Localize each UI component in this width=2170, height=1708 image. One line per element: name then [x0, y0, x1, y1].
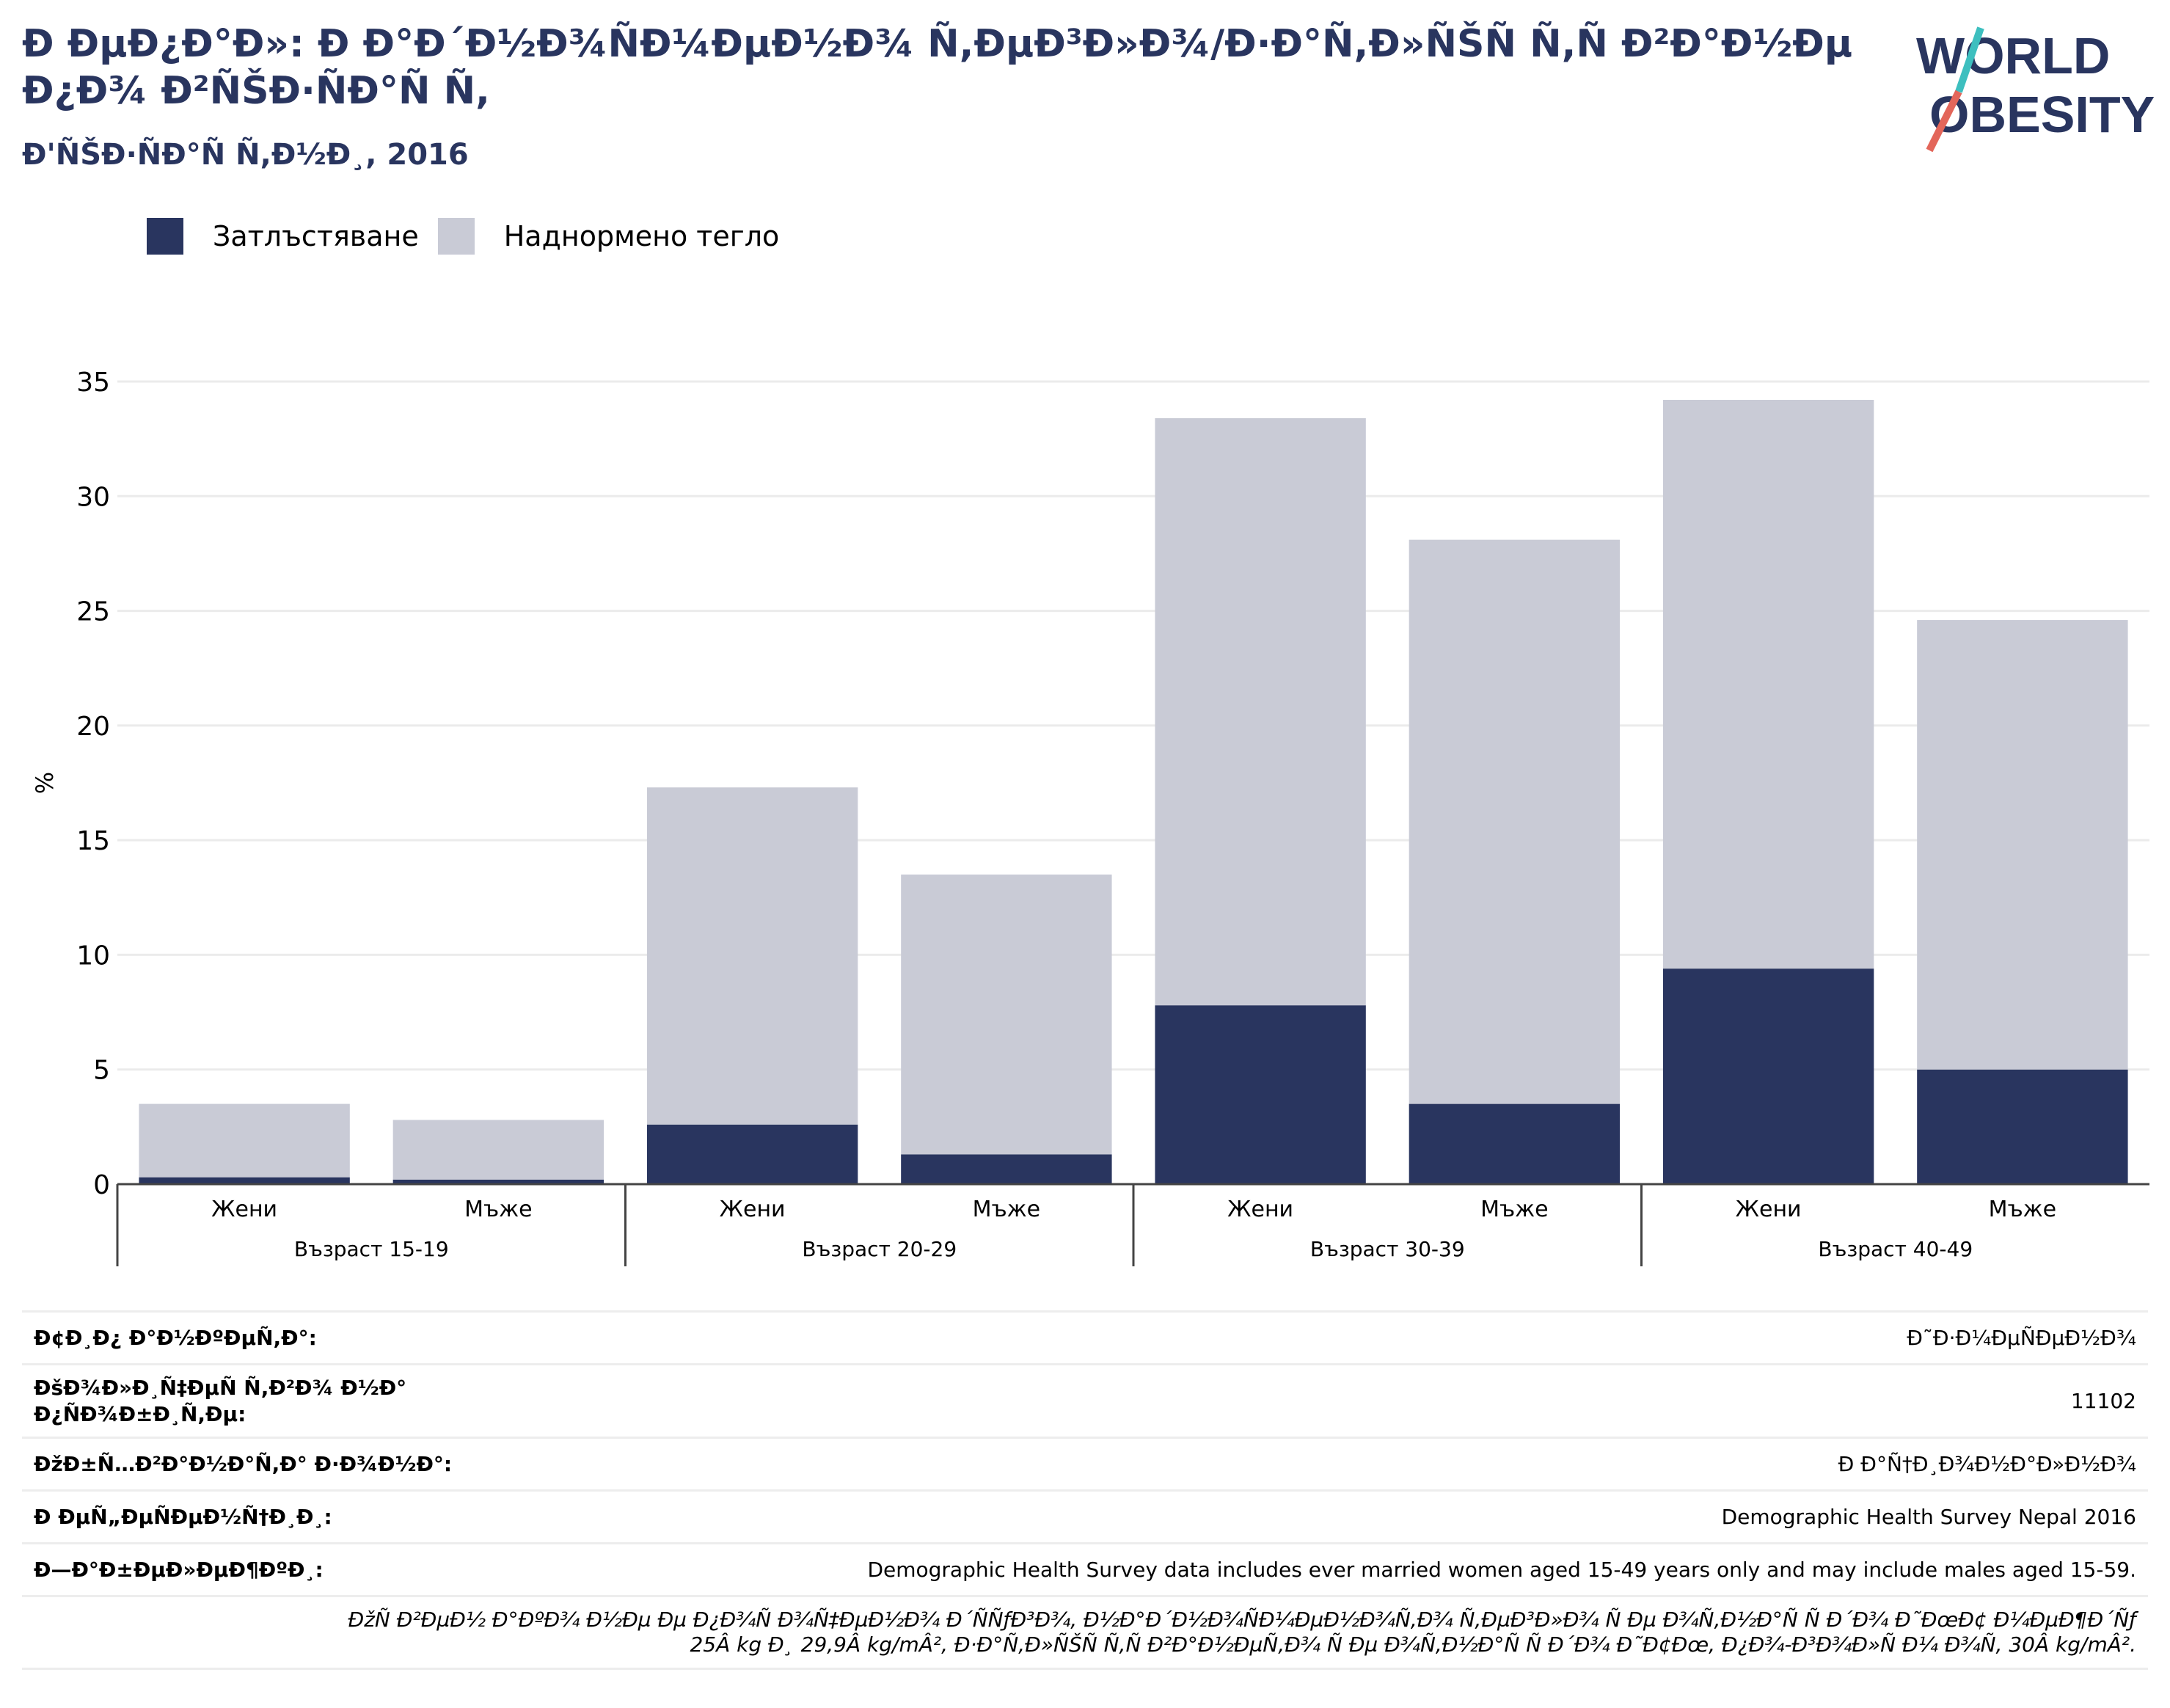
- y-tick-label: 30: [76, 482, 110, 512]
- bar-overweight: [139, 1103, 350, 1178]
- meta-value-notes: Demographic Health Survey data includes …: [867, 1558, 2136, 1582]
- bar-overweight: [646, 787, 858, 1125]
- x-tick-label: Жени: [720, 1197, 786, 1222]
- meta-value-sample-size: 11102: [2070, 1389, 2136, 1413]
- bar-obesity: [1155, 1005, 1366, 1184]
- meta-footnote-line-2: 25Â kg Ð¸ 29,9Â kg/mÂ², Ð·Ð°Ñ,Ð»ÑŠÑ Ñ,Ñ …: [690, 1632, 2136, 1657]
- meta-row-survey-type: Ð¢Ð¸Ð¿ Ð°Ð½ÐºÐµÑ,Ð°: Ð˜Ð·Ð¼ÐµÑÐµÐ½Ð¾: [22, 1310, 2148, 1363]
- legend-label-overweight: Наднормено тегло: [503, 220, 780, 252]
- bar-overweight: [1155, 418, 1366, 1006]
- y-tick-label: 0: [93, 1170, 110, 1200]
- stacked-bar-chart: 0 5 10 15 20 25 30 35% Жени Мъже Жени Мъже Жени Мъже Ж…: [31, 368, 2149, 1266]
- bar-obesity: [646, 1124, 858, 1184]
- meta-label-coverage: ÐžÐ±Ñ…Ð²Ð°Ð½Ð°Ñ,Ð° Ð·Ð¾Ð½Ð°:: [34, 1451, 453, 1476]
- logo-word-obesity: OBESITY: [1929, 86, 2155, 143]
- world-obesity-logo: WORLD OBESITY: [1916, 26, 2155, 153]
- bar-obesity: [1409, 1103, 1621, 1184]
- bar-obesity: [1917, 1069, 2128, 1184]
- meta-label-sample-size: ÐšÐ¾Ð»Ð¸Ñ‡ÐµÑ Ñ,Ð²Ð¾ Ð½Ð° Ð¿ÑÐ¾Ð±Ð¸Ñ,Ðµ:: [34, 1375, 407, 1426]
- chart-subtitle: Ð'ÑŠÐ·ÑÐ°Ñ Ñ,Ð½Ð¸, 2016: [22, 138, 469, 172]
- chart-legend: Затлъстяване Наднормено тегло: [147, 214, 798, 258]
- bar-obesity: [392, 1179, 604, 1184]
- logo-slash-teal: [1955, 26, 1984, 93]
- bar-overweight: [1917, 620, 2128, 1070]
- x-tick-label: Жени: [1736, 1197, 1802, 1222]
- bar-overweight: [1662, 400, 1874, 969]
- meta-label-references: Ð ÐµÑ„ÐµÑÐµÐ½Ñ†Ð¸Ð¸:: [34, 1504, 332, 1529]
- meta-row-sample-size: ÐšÐ¾Ð»Ð¸Ñ‡ÐµÑ Ñ,Ð²Ð¾ Ð½Ð° Ð¿ÑÐ¾Ð±Ð¸Ñ,Ðµ:…: [22, 1363, 2148, 1437]
- group-label: Възраст 20-29: [802, 1237, 957, 1261]
- group-label: Възраст 15-19: [294, 1237, 449, 1261]
- bar-obesity: [1662, 968, 1874, 1184]
- y-tick-label: 10: [76, 941, 110, 971]
- meta-value-survey-type: Ð˜Ð·Ð¼ÐµÑÐµÐ½Ð¾: [1907, 1326, 2136, 1350]
- bar-overweight: [1409, 539, 1621, 1104]
- group-label: Възраст 40-49: [1818, 1237, 1973, 1261]
- bar-obesity: [139, 1177, 350, 1184]
- y-tick-label: 15: [76, 826, 110, 856]
- x-tick-label: Жени: [211, 1197, 277, 1222]
- y-tick-label: 20: [76, 712, 110, 742]
- y-tick-label: 25: [76, 597, 110, 627]
- y-tick-label: 5: [93, 1056, 110, 1086]
- meta-label-survey-type: Ð¢Ð¸Ð¿ Ð°Ð½ÐºÐµÑ,Ð°:: [34, 1325, 317, 1350]
- meta-row-references: Ð ÐµÑ„ÐµÑÐµÐ½Ñ†Ð¸Ð¸: Demographic Health …: [22, 1489, 2148, 1542]
- legend-swatch-overweight: [437, 218, 475, 255]
- x-tick-label: Жени: [1227, 1197, 1293, 1222]
- bar-overweight: [901, 875, 1112, 1155]
- chart-title: Ð ÐµÐ¿Ð°Ð»: Ð Ð°Ð´Ð½Ð¾ÑÐ¼ÐµÐ½Ð¾ Ñ,ÐµÐ³Ð»…: [22, 22, 1853, 113]
- meta-footnote: ÐžÑ Ð²ÐµÐ½ Ð°ÐºÐ¾ Ð½Ðµ Ðµ Ð¿Ð¾Ñ Ð¾Ñ‡ÐµÐ½…: [22, 1595, 2148, 1670]
- bar-obesity: [901, 1154, 1112, 1184]
- meta-footnote-line-1: ÐžÑ Ð²ÐµÐ½ Ð°ÐºÐ¾ Ð½Ðµ Ðµ Ð¿Ð¾Ñ Ð¾Ñ‡ÐµÐ½…: [348, 1607, 2137, 1632]
- logo-slash-coral: [1926, 90, 1962, 153]
- meta-value-coverage: Ð Ð°Ñ†Ð¸Ð¾Ð½Ð°Ð»Ð½Ð¾: [1838, 1452, 2136, 1476]
- x-tick-label: Мъже: [464, 1197, 533, 1222]
- y-tick-label: 35: [76, 368, 110, 398]
- legend-label-obesity: Затлъстяване: [213, 220, 419, 252]
- x-tick-label: Мъже: [1480, 1197, 1549, 1222]
- logo-word-world: WORLD: [1916, 27, 2110, 84]
- group-label: Възраст 30-39: [1310, 1237, 1465, 1261]
- meta-row-coverage: ÐžÐ±Ñ…Ð²Ð°Ð½Ð°Ñ,Ð° Ð·Ð¾Ð½Ð°: Ð Ð°Ñ†Ð¸Ð¾Ð…: [22, 1437, 2148, 1489]
- metadata-table: Ð¢Ð¸Ð¿ Ð°Ð½ÐºÐµÑ,Ð°: Ð˜Ð·Ð¼ÐµÑÐµÐ½Ð¾ ÐšÐ…: [22, 1310, 2148, 1670]
- meta-row-notes: Ð—Ð°Ð±ÐµÐ»ÐµÐ¶ÐºÐ¸: Demographic Health S…: [22, 1542, 2148, 1595]
- legend-swatch-obesity: [147, 218, 183, 255]
- bar-overweight: [392, 1120, 604, 1180]
- x-tick-label: Мъже: [973, 1197, 1041, 1222]
- meta-value-references: Demographic Health Survey Nepal 2016: [1721, 1505, 2136, 1529]
- meta-label-notes: Ð—Ð°Ð±ÐµÐ»ÐµÐ¶ÐºÐ¸:: [34, 1557, 324, 1582]
- x-tick-label: Мъже: [1989, 1197, 2057, 1222]
- y-axis-label: %: [31, 772, 59, 794]
